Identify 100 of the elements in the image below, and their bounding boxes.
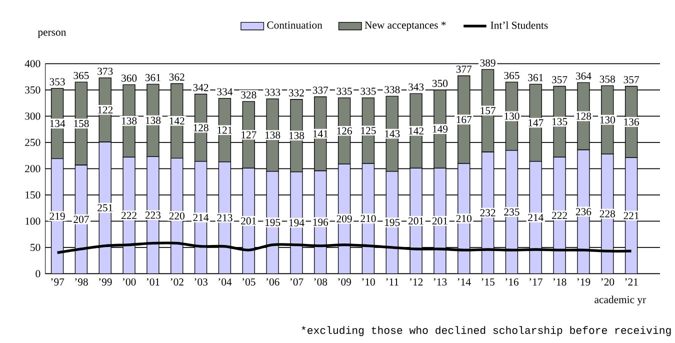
data-label: 201: [432, 217, 448, 225]
total-label: 333: [265, 88, 280, 96]
data-label: 195: [265, 218, 280, 226]
data-label: 135: [552, 118, 568, 126]
x-tick-label: ’14: [458, 278, 471, 286]
data-label: 228: [600, 210, 615, 218]
data-label: 147: [528, 119, 544, 126]
x-tick-label: ’10: [362, 278, 375, 286]
y-tick-label: 400: [24, 60, 40, 68]
legend-label: Continuation: [267, 22, 322, 29]
total-label: 337: [312, 86, 328, 94]
legend-label: New acceptances *: [364, 22, 446, 31]
x-tick-label: ’17: [529, 278, 542, 286]
data-label: 138: [146, 116, 161, 124]
data-label: 213: [217, 214, 232, 222]
x-tick-label: ’04: [218, 278, 232, 286]
data-label: 122: [98, 106, 113, 114]
data-label: 157: [480, 107, 496, 114]
data-label: 143: [385, 130, 400, 138]
data-label: 201: [241, 217, 256, 225]
data-label: 128: [194, 124, 208, 132]
data-label: 207: [74, 216, 89, 223]
total-label: 332: [288, 89, 304, 96]
total-label: 334: [217, 88, 233, 96]
total-label: 365: [504, 72, 520, 80]
data-label: 210: [360, 214, 376, 222]
total-label: 338: [384, 86, 400, 94]
total-label: 335: [360, 88, 376, 95]
data-label: 158: [74, 120, 89, 128]
y-tick-label: 100: [26, 218, 40, 225]
x-tick-label: ’18: [553, 278, 566, 286]
total-label: 365: [74, 72, 89, 80]
total-label: 362: [169, 74, 184, 81]
x-tick-label: ’09: [338, 278, 351, 286]
data-label: 141: [313, 130, 328, 138]
x-tick-label: ’00: [122, 278, 136, 286]
total-label: 361: [145, 74, 160, 82]
total-label: 328: [241, 91, 256, 99]
data-label: 127: [242, 131, 256, 138]
y-tick-label: 150: [26, 191, 40, 199]
data-label: 232: [480, 209, 496, 216]
data-label: 209: [336, 215, 352, 222]
data-label: 251: [98, 204, 112, 212]
data-label: 138: [265, 131, 280, 139]
data-label: 235: [504, 208, 520, 216]
x-tick-label: ’11: [386, 278, 398, 286]
total-label: 350: [432, 80, 448, 87]
data-label: 167: [456, 116, 472, 124]
x-tick-label: ’16: [506, 278, 519, 286]
x-tick-label: ’08: [314, 278, 328, 286]
total-label: 357: [624, 76, 639, 84]
data-label: 125: [361, 127, 376, 134]
data-label: 222: [122, 212, 136, 219]
total-label: 361: [528, 74, 543, 82]
data-label: 219: [50, 212, 65, 220]
data-label: 130: [504, 112, 520, 120]
data-label: 138: [122, 117, 137, 124]
total-label: 377: [456, 66, 472, 73]
x-tick-label: ’97: [51, 278, 64, 286]
data-label: 214: [193, 214, 209, 222]
x-tick-label: ’99: [98, 278, 112, 286]
data-label: 196: [313, 218, 328, 226]
data-label: 121: [218, 126, 232, 134]
data-label: 201: [408, 217, 424, 225]
legend-label: Int’l Students: [490, 21, 548, 29]
x-tick-label: ’02: [170, 278, 184, 286]
data-label: 221: [624, 212, 639, 220]
data-label: 220: [169, 212, 184, 220]
x-tick-label: ’15: [482, 278, 494, 286]
total-label: 357: [552, 76, 568, 84]
x-tick-label: ’06: [266, 278, 280, 286]
data-label: 142: [170, 117, 184, 124]
y-tick-label: 0: [36, 270, 40, 278]
x-axis-title: academic yr: [594, 296, 646, 306]
y-tick-label: 300: [25, 112, 40, 120]
data-label: 149: [432, 125, 448, 133]
data-label: 236: [576, 208, 592, 216]
data-label: 142: [408, 127, 424, 134]
data-label: 214: [528, 214, 544, 222]
total-label: 358: [600, 76, 615, 83]
x-tick-label: ’21: [625, 278, 638, 286]
data-label: 126: [337, 127, 352, 134]
x-tick-label: ’20: [601, 278, 614, 286]
y-axis-title: person: [38, 30, 66, 38]
total-label: 353: [50, 78, 65, 86]
data-label: 138: [289, 132, 304, 140]
data-label: 223: [145, 212, 161, 219]
total-label: 360: [122, 74, 137, 82]
total-label: 342: [193, 84, 208, 92]
x-tick-label: ’98: [75, 278, 88, 286]
data-label: 136: [624, 118, 639, 126]
x-tick-label: ’07: [290, 278, 304, 286]
total-label: 343: [408, 83, 424, 91]
total-label: 389: [480, 59, 496, 67]
data-label: 222: [552, 212, 567, 219]
x-tick-label: ’01: [146, 278, 160, 286]
data-label: 194: [289, 219, 304, 226]
x-tick-label: ’13: [434, 278, 447, 286]
y-tick-label: 350: [25, 86, 40, 94]
y-tick-label: 200: [25, 165, 40, 172]
